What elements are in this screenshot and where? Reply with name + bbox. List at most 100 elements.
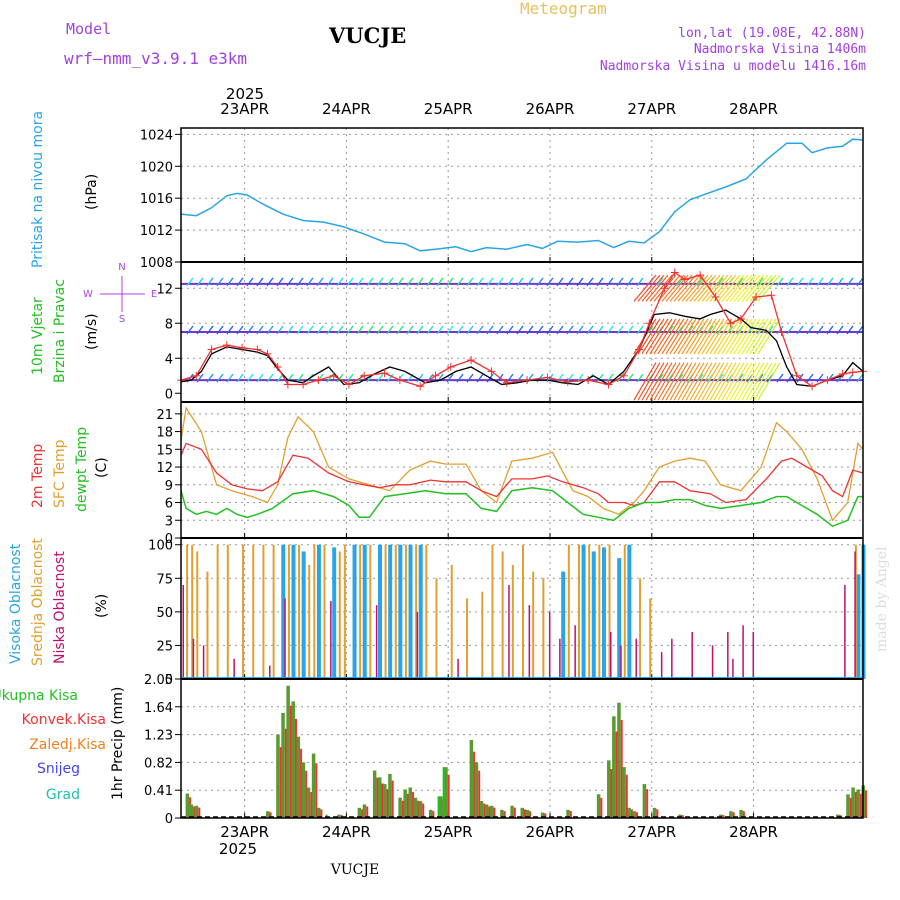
cloud-mid-label: Srednja Oblacnost <box>30 538 46 666</box>
precip-total-bar-23 <box>413 797 418 818</box>
precip-conv-bar-8 <box>300 748 303 818</box>
precip-conv-bar-33 <box>503 811 506 818</box>
altitude: Nadmorska Visina 1406m <box>694 42 866 57</box>
panel-wind: 0 4 8 12 <box>156 262 867 402</box>
wind-barb-0-28 <box>466 277 474 287</box>
wind-fan-high-7 <box>661 274 685 302</box>
gust-marker-3 <box>222 341 231 350</box>
wind-barb-0-26 <box>446 277 454 287</box>
cloud-mid-bar-41 <box>649 598 652 679</box>
wind-fan-mid-8 <box>665 318 689 355</box>
cloud-mid-bar-0 <box>186 544 189 679</box>
wind-fan-low-25 <box>733 362 757 401</box>
wind-barb-1-35 <box>536 325 544 335</box>
gust-marker-21 <box>502 378 511 387</box>
wind-fan-low-6 <box>657 362 681 401</box>
precip-total-bar-15 <box>362 804 367 818</box>
precip-conv-bar-29 <box>478 770 481 818</box>
cloud-mid-bar-5 <box>226 544 229 679</box>
wind-fan-low-28 <box>745 362 769 401</box>
model-name: wrf–nmm_v3.9.1 e3km <box>64 49 247 68</box>
cloud-mid-bar-18 <box>369 544 372 679</box>
wind-barb-2-32 <box>506 373 514 383</box>
wind-fan-mid-6 <box>657 318 681 355</box>
gust-marker-42 <box>823 376 832 385</box>
wind-fan-mid-29 <box>749 318 773 355</box>
wind-barb-1-61 <box>796 325 804 335</box>
wind-fan-mid-14 <box>689 318 713 355</box>
wind-fan-mid-15 <box>693 318 717 355</box>
precip-total-bar-25 <box>428 809 433 818</box>
wind-barb-0-67 <box>856 277 864 287</box>
temp-sfc-label: SFC Temp <box>52 439 68 508</box>
wind-title: 10m Vjetar <box>30 297 46 375</box>
cloud-mid-bar-38 <box>608 544 611 679</box>
pressure-labels: Pritisak na nivou mora (hPa) <box>30 111 100 268</box>
wind-fan-low-15 <box>693 362 717 401</box>
wind-barb-1-59 <box>776 325 784 335</box>
precip-total-bar-51 <box>739 809 743 818</box>
wind-barb-0-7 <box>256 277 264 287</box>
cloud-high-bar-4 <box>332 547 337 679</box>
wind-fan-low-31 <box>757 362 781 401</box>
wind-fan-low-11 <box>677 362 701 401</box>
wind-barb-0-5 <box>236 277 244 287</box>
wind-barb-0-11 <box>296 277 304 287</box>
wind-barb-1-39 <box>576 325 584 335</box>
precip-total-bar-45 <box>632 811 636 818</box>
cloud-high-bar-3 <box>316 544 321 679</box>
station-title: VUCJE <box>328 23 406 48</box>
wind-fan-low-21 <box>717 362 741 401</box>
wind-barb-0-9 <box>276 277 284 287</box>
cloud-mid-bar-26 <box>466 598 469 679</box>
wind-barb-1-33 <box>516 325 524 335</box>
cloud-high-bar-13 <box>581 544 586 679</box>
ytick-label-cloud-2: 50 <box>156 606 173 621</box>
precip-conv-bar-38 <box>569 811 572 818</box>
wind-barb-2-16 <box>346 373 354 383</box>
precip-total-bar-30 <box>479 801 484 818</box>
cloud-mid-bar-15 <box>338 551 341 679</box>
panel-temperature: 0 3 6 9 12 15 18 21 <box>156 402 864 547</box>
wind-barb-0-16 <box>346 277 354 287</box>
cloud-high-bar-11 <box>418 544 423 679</box>
wind-fan-high-13 <box>685 274 709 302</box>
wind-barb-0-10 <box>286 277 294 287</box>
wind-barb-0-37 <box>556 277 564 287</box>
wind-barb-1-8 <box>266 325 274 335</box>
wind-barb-1-25 <box>436 325 444 335</box>
wind-barb-0-18 <box>366 277 374 287</box>
gust-marker-34 <box>711 293 720 301</box>
precip-unit: 1hr Precip (mm) <box>110 687 126 800</box>
wind-barb-2-44 <box>626 373 634 383</box>
panel-pressure: 1008 1012 1016 1020 1024 <box>140 128 864 271</box>
wind-barb-1-44 <box>626 325 634 335</box>
cloud-low-bar-14 <box>574 625 576 679</box>
temp-dewpt-label: dewpt Temp <box>74 427 90 512</box>
model-label: Model <box>66 20 111 38</box>
pressure-title: Pritisak na nivou mora <box>30 111 46 268</box>
cloud-mid-bar-31 <box>522 544 524 679</box>
wind-barb-0-6 <box>246 277 254 287</box>
precip-conv-bar-6 <box>289 705 292 818</box>
cloud-high-bar-15 <box>601 547 606 679</box>
wind-barb-0-57 <box>756 277 764 287</box>
wind-barb-1-11 <box>296 325 304 335</box>
wind-barb-2-6 <box>246 373 254 383</box>
precip-total-bar-11 <box>311 753 316 818</box>
gust-marker-35 <box>726 319 735 328</box>
wind-fan-high-15 <box>693 274 717 302</box>
wind-barb-0-0 <box>186 277 194 287</box>
wind-barb-1-62 <box>806 325 814 335</box>
cloud-low-bar-6 <box>330 601 332 679</box>
cloud-mid-bar-19 <box>384 544 387 679</box>
wind-fan-low-12 <box>681 362 705 401</box>
gust-marker-43 <box>838 370 847 378</box>
precip-total-bar-3 <box>266 811 270 818</box>
cloud-high-bar-14 <box>591 551 596 679</box>
wind-fan-low-16 <box>697 362 721 401</box>
precip-total-bar-27 <box>444 767 448 818</box>
wind-fan-high-24 <box>729 274 753 302</box>
ytick-label-precip-4: 1.64 <box>144 701 173 716</box>
wind-fan-high-3 <box>645 274 669 302</box>
